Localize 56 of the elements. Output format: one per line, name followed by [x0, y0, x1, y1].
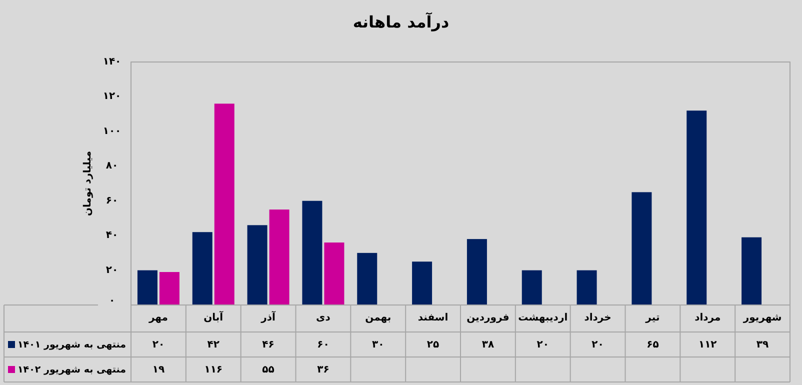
- y-tick-label: ۱۰۰: [102, 126, 122, 137]
- x-tick-label: آبان: [204, 310, 224, 324]
- x-tick-label: فروردین: [466, 312, 510, 324]
- x-tick-label: آذر: [260, 310, 276, 324]
- x-tick-label: اسفند: [418, 312, 448, 324]
- data-label: ۴۶: [262, 340, 274, 350]
- y-tick-label: ۱۲۰: [102, 91, 122, 102]
- x-tick-label: خرداد: [584, 312, 612, 324]
- data-label: ۶۵: [646, 340, 659, 350]
- data-label: ۳۰: [372, 340, 384, 350]
- x-tick-label: اردیبهشت: [518, 312, 568, 324]
- data-label: ۱۱۲: [698, 340, 717, 350]
- y-axis-title: میلیارد تومان: [82, 150, 94, 216]
- bar: [214, 104, 234, 305]
- data-label: ۲۰: [592, 340, 604, 350]
- data-label: ۳۹: [756, 340, 769, 350]
- bar: [576, 270, 597, 305]
- x-tick-label: تیر: [644, 312, 660, 324]
- y-tick-label: ۰: [108, 296, 116, 306]
- y-tick-label: ۲۰: [106, 264, 118, 276]
- data-label: ۳۸: [482, 340, 494, 350]
- bar: [302, 200, 322, 305]
- data-label: ۳۶: [317, 364, 330, 376]
- y-tick-label: ۸۰: [106, 160, 118, 172]
- bar: [324, 242, 344, 305]
- x-tick-label: مرداد: [694, 312, 721, 324]
- bar: [192, 232, 212, 305]
- bar: [137, 270, 158, 305]
- x-tick-label: مهر: [148, 312, 168, 324]
- bar: [522, 270, 542, 305]
- bar: [466, 239, 487, 305]
- chart-title: درآمد ماهانه: [352, 12, 450, 32]
- data-label: ۶۰: [317, 340, 330, 350]
- data-label: ۵۵: [262, 364, 274, 376]
- data-label: ۲۰: [152, 340, 165, 350]
- bar: [632, 192, 652, 305]
- bar: [269, 210, 290, 305]
- bar: [159, 272, 180, 305]
- data-label: ۲۰: [536, 340, 549, 350]
- bar: [357, 252, 378, 305]
- data-label: ۲۵: [426, 340, 440, 350]
- data-label: ۱۹: [152, 364, 165, 376]
- x-tick-label: بهمن: [365, 312, 392, 324]
- data-label: ۱۱۶: [204, 364, 223, 376]
- data-label: ۴۲: [207, 340, 220, 350]
- x-tick-label: دی: [316, 312, 330, 324]
- bar: [686, 110, 707, 305]
- bar: [247, 225, 268, 305]
- bar: [412, 262, 432, 305]
- bar: [742, 237, 762, 305]
- y-tick-label: ۶۰: [106, 195, 118, 206]
- legend-label: منتهی به شهریور ۱۴۰۲: [18, 364, 126, 376]
- y-tick-label: ۱۴۰: [102, 56, 122, 68]
- y-tick-label: ۴۰: [106, 230, 118, 242]
- x-tick-label: شهریور: [742, 312, 782, 324]
- legend-label: منتهی به شهریور ۱۴۰۱: [18, 340, 126, 350]
